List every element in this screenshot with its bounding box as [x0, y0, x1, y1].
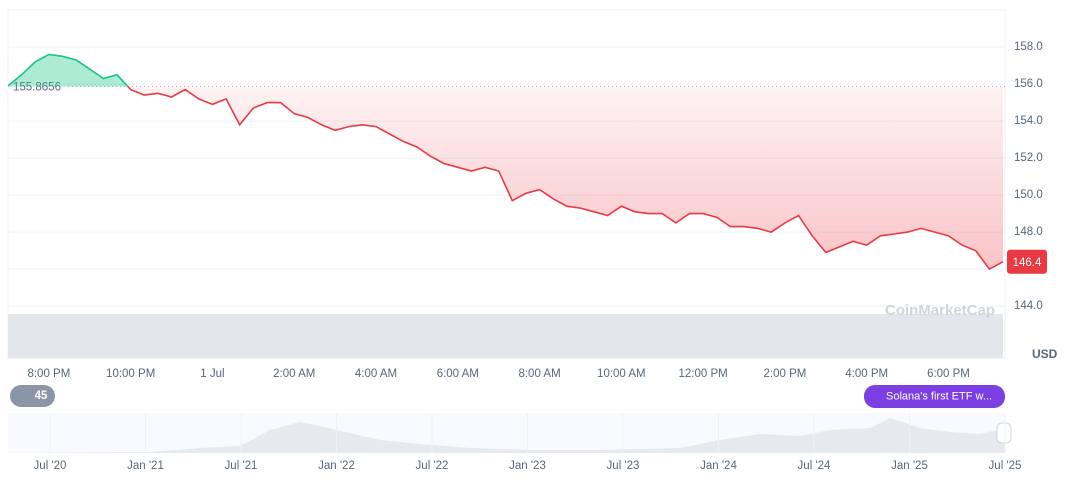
- navigator-label: Jul '25: [989, 460, 1022, 472]
- badge[interactable]: [10, 385, 55, 407]
- y-tick-label: 158.0: [1014, 41, 1043, 53]
- area-down: [8, 86, 1003, 270]
- x-tick-label: 2:00 PM: [764, 368, 807, 380]
- y-tick-label: 144.0: [1014, 300, 1043, 312]
- y-tick-label: 150.0: [1014, 189, 1043, 201]
- price-label: 146.4: [1013, 257, 1042, 269]
- navigator-label: Jul '22: [416, 460, 449, 472]
- currency: USD: [1032, 347, 1058, 361]
- y-tick-label: 148.0: [1014, 226, 1043, 238]
- x-tick-label: 6:00 PM: [927, 368, 970, 380]
- event-badge[interactable]: [864, 385, 1005, 408]
- navigator-area: [8, 418, 1005, 453]
- navigator-label: Jan '22: [318, 460, 355, 472]
- x-tick-label: 8:00 PM: [27, 368, 70, 380]
- navigator-label: Jul '23: [607, 460, 640, 472]
- volume: [8, 314, 1003, 358]
- area-up: [8, 54, 128, 87]
- navigator-label: Jan '25: [891, 460, 928, 472]
- navigator-label: Jul '24: [798, 460, 831, 472]
- x-tick-label: 1 Jul: [200, 368, 224, 380]
- event-label[interactable]: Solana's first ETF w...: [886, 390, 992, 402]
- navigator-label: Jan '21: [127, 460, 164, 472]
- badge-count[interactable]: 45: [35, 390, 48, 402]
- volume-area: [8, 314, 1003, 358]
- navigator-label: Jul '21: [225, 460, 258, 472]
- y-tick-label: 154.0: [1014, 115, 1043, 127]
- x-tick-label: 12:00 PM: [679, 368, 728, 380]
- price-tag: [1007, 249, 1047, 274]
- navigator-label: Jan '24: [700, 460, 737, 472]
- x-tick-label: 2:00 AM: [273, 368, 315, 380]
- x-tick-label: 4:00 PM: [845, 368, 888, 380]
- watermark: CoinMarketCap: [885, 302, 995, 319]
- x-tick-label: 10:00 PM: [106, 368, 155, 380]
- line-down: [126, 86, 1004, 271]
- navigator-label: Jul '20: [34, 460, 67, 472]
- baseline-label: 155.8656: [13, 82, 61, 94]
- x-tick-label: 10:00 AM: [597, 368, 646, 380]
- y-tick-label: 156.0: [1014, 78, 1043, 90]
- navigator-handle[interactable]: [996, 422, 1012, 444]
- x-tick-label: 4:00 AM: [355, 368, 397, 380]
- x-tick-label: 6:00 AM: [437, 368, 479, 380]
- navigator-label: Jan '23: [509, 460, 546, 472]
- x-tick-label: 8:00 AM: [518, 368, 560, 380]
- y-tick-label: 152.0: [1014, 152, 1043, 164]
